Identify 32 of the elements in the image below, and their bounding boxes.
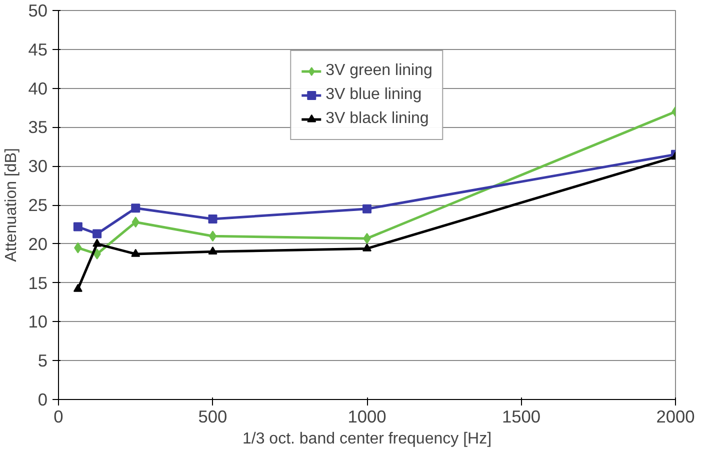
y-tick-label: 0 bbox=[38, 390, 48, 410]
y-tick-label: 20 bbox=[28, 234, 48, 254]
y-tick-label: 10 bbox=[28, 312, 48, 332]
y-tick-label: 40 bbox=[28, 78, 48, 98]
point bbox=[73, 222, 82, 232]
point bbox=[73, 284, 82, 292]
point bbox=[362, 204, 372, 214]
x-tick-label: 2000 bbox=[656, 406, 695, 426]
x-tick-label: 1500 bbox=[502, 406, 541, 426]
y-tick-label: 50 bbox=[28, 0, 48, 20]
point bbox=[362, 243, 372, 252]
x-tick-label: 1000 bbox=[348, 406, 386, 426]
point bbox=[92, 229, 102, 238]
point bbox=[208, 214, 218, 224]
point bbox=[208, 230, 217, 242]
y-tick-label: 35 bbox=[28, 117, 48, 138]
y-tick-label: 5 bbox=[38, 350, 48, 371]
x-tick-label: 500 bbox=[198, 406, 228, 426]
y-tick-label: 30 bbox=[28, 156, 48, 176]
y-tick-label: 25 bbox=[28, 195, 48, 215]
y-axis-title: Attenuation [dB] bbox=[3, 148, 20, 262]
point bbox=[131, 204, 140, 213]
legend-label: 3V blue lining bbox=[326, 86, 422, 104]
x-axis-title: 1/3 oct. band center frequency [Hz] bbox=[242, 430, 492, 448]
legend-label: 3V green lining bbox=[326, 62, 432, 80]
point bbox=[92, 238, 102, 247]
y-tick-label: 15 bbox=[28, 272, 48, 293]
x-tick-label: 0 bbox=[54, 406, 64, 426]
legend-label: 3V black lining bbox=[326, 110, 429, 128]
point bbox=[131, 248, 140, 257]
y-tick-label: 45 bbox=[28, 39, 48, 60]
point bbox=[208, 246, 218, 254]
